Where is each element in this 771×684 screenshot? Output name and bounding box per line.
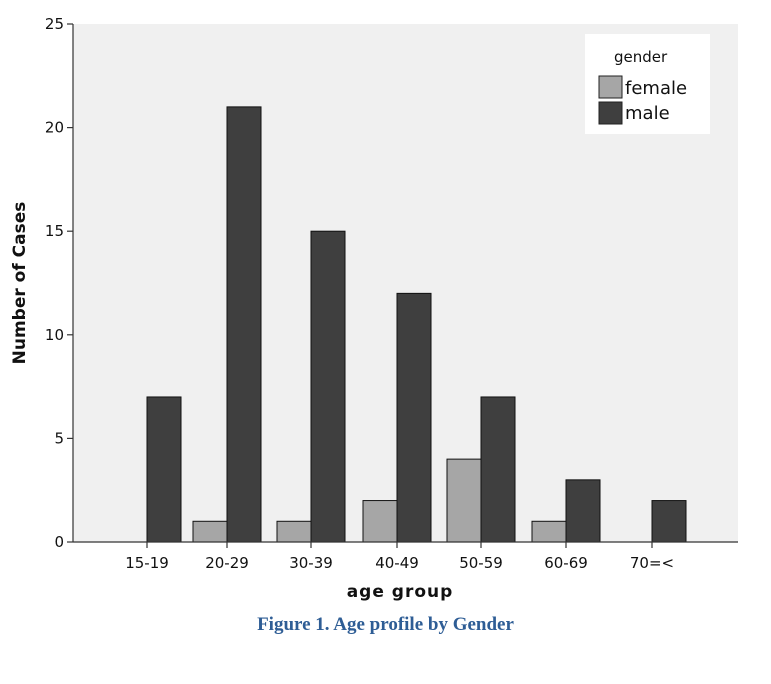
- bar-female-30-39: [276, 520, 312, 543]
- x-tick-label: 70=<: [630, 554, 674, 572]
- legend-swatch-female: [598, 75, 623, 99]
- x-tick-label: 15-19: [125, 554, 169, 572]
- y-tick-label: 20: [45, 119, 64, 137]
- bar-female-40-49: [362, 500, 398, 543]
- legend-label-male: male: [625, 103, 670, 124]
- y-axis: 0 5 10 15 20 25: [45, 15, 73, 551]
- bar-male-60-69: [565, 479, 601, 543]
- x-axis: 15-19 20-29 30-39 40-49 50-59 60-69 70=<: [125, 542, 674, 572]
- bar-female-50-59: [446, 458, 482, 543]
- legend-title: gender: [614, 48, 668, 66]
- y-tick-label: 25: [45, 15, 64, 33]
- y-tick-label: 0: [54, 533, 64, 551]
- y-axis-title: Number of Cases: [10, 202, 30, 365]
- bar-male-15-19: [146, 396, 182, 543]
- x-tick-label: 50-59: [459, 554, 503, 572]
- x-tick-label: 30-39: [289, 554, 333, 572]
- x-tick-label: 60-69: [544, 554, 588, 572]
- bar-male-50-59: [480, 396, 516, 543]
- figure-caption: Figure 1. Age profile by Gender: [257, 614, 514, 635]
- x-tick-label: 40-49: [375, 554, 419, 572]
- bars-group: [146, 106, 687, 543]
- legend: gender female male: [585, 34, 710, 134]
- legend-label-female: female: [625, 78, 687, 99]
- bar-female-60-69: [531, 520, 567, 543]
- x-axis-title: age group: [347, 582, 454, 602]
- bar-chart: 0 5 10 15 20 25 15-19 20-29 30-39 40-49 50-59 60-6…: [10, 15, 738, 602]
- bar-male-20-29: [226, 106, 262, 543]
- bar-male-40-49: [396, 292, 432, 543]
- x-tick-label: 20-29: [205, 554, 249, 572]
- bar-male-30-39: [310, 230, 346, 543]
- y-tick-label: 5: [54, 429, 64, 447]
- legend-swatch-male: [598, 101, 623, 125]
- bar-male-70=<: [651, 500, 687, 543]
- bar-female-20-29: [192, 520, 228, 543]
- y-tick-label: 10: [45, 326, 64, 344]
- y-tick-label: 15: [45, 222, 64, 240]
